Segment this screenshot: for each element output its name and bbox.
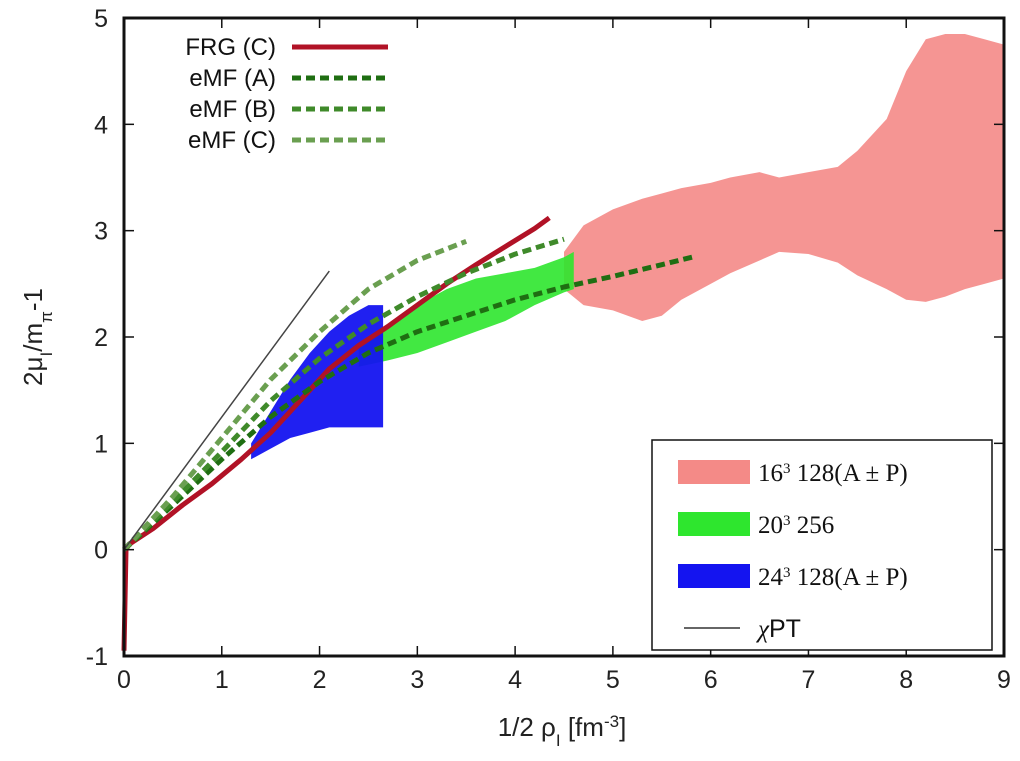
legend-label: χPT xyxy=(756,615,801,643)
series-line-2 xyxy=(122,236,565,552)
legend-top-left: FRG (C) eMF (A) eMF (B) eMF (C) xyxy=(185,34,388,154)
series-line-4 xyxy=(123,270,330,551)
x-tick-label: 9 xyxy=(997,666,1011,694)
legend-label: 203 256 xyxy=(758,512,834,539)
y-tick-label: 5 xyxy=(94,5,108,33)
legend-label: 243 128(A ± P) xyxy=(758,564,908,591)
legend-swatch xyxy=(678,460,750,484)
x-tick-label: 7 xyxy=(801,666,815,694)
ticks-layer: 0 1 2 3 4 5 6 7 8 9 -1 0 1 2 3 4 5 xyxy=(86,5,1011,694)
x-tick-label: 0 xyxy=(117,666,131,694)
x-tick-label: 8 xyxy=(899,666,913,694)
y-tick-label: 3 xyxy=(94,218,108,246)
x-tick-label: 1 xyxy=(215,666,229,694)
x-tick-label: 3 xyxy=(410,666,424,694)
y-tick-label: 1 xyxy=(94,430,108,458)
y-tick-label: 2 xyxy=(94,324,108,352)
y-tick-label: 4 xyxy=(94,111,108,139)
legend-label: FRG (C) xyxy=(185,34,276,61)
y-axis-label: 2μI/mπ-1 xyxy=(18,288,56,386)
band-0 xyxy=(564,33,1004,322)
y-tick-label: -1 xyxy=(86,643,108,671)
legend-label: eMF (B) xyxy=(189,96,276,123)
x-axis-label: 1/2 ρI [fm-3] xyxy=(498,712,627,750)
legend-swatch xyxy=(678,564,750,588)
y-tick-label: 0 xyxy=(94,537,108,565)
series-layer xyxy=(121,215,697,651)
legend-swatch xyxy=(678,512,750,536)
legend-label: 163 128(A ± P) xyxy=(758,460,908,487)
series-line-1 xyxy=(122,253,697,552)
x-tick-label: 4 xyxy=(508,666,522,694)
series-line-3 xyxy=(122,238,468,552)
band-1 xyxy=(358,251,574,367)
x-tick-label: 5 xyxy=(606,666,620,694)
legend-bottom-right: 163 128(A ± P) 203 256 243 128(A ± P) χPT xyxy=(651,439,993,651)
bands-layer xyxy=(251,33,1004,460)
x-tick-label: 6 xyxy=(704,666,718,694)
x-tick-label: 2 xyxy=(313,666,327,694)
legend-label: eMF (C) xyxy=(188,127,276,154)
legend-label: eMF (A) xyxy=(189,65,276,92)
